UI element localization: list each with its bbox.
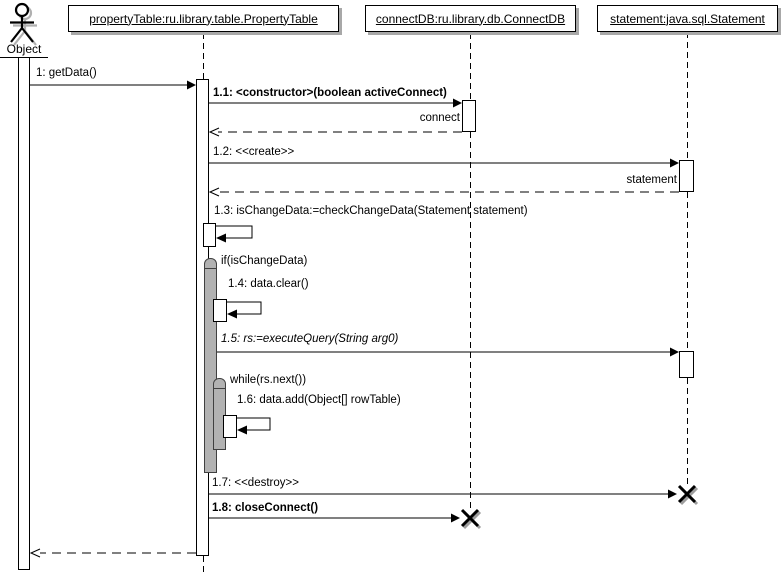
lifeline-head-propertytable: propertyTable:ru.library.table.PropertyT… <box>68 5 339 32</box>
return-arrow-statement <box>208 187 679 197</box>
message-label-constructor: 1.1: <constructor>(boolean activeConnect… <box>213 87 447 99</box>
lifeline-head-propertytable-label: propertyTable:ru.library.table.PropertyT… <box>89 11 318 26</box>
lifeline-head-statement-label: statement:java.sql.Statement <box>610 11 765 26</box>
message-arrow-getdata <box>30 80 196 90</box>
activation-actor <box>18 57 30 570</box>
lifeline-head-statement: statement:java.sql.Statement <box>597 5 778 32</box>
message-label-destroy: 1.7: <<destroy>> <box>212 477 299 489</box>
message-label-executequery: 1.5: rs:=executeQuery(String arg0) <box>221 333 399 345</box>
message-arrow-closeconnect <box>209 513 460 523</box>
return-arrow-connect <box>208 127 462 137</box>
message-arrow-checkchangedata <box>216 225 253 243</box>
activation-self-dataclear <box>213 299 227 322</box>
activation-statement-query <box>679 351 694 378</box>
activation-statement-create <box>679 160 694 192</box>
return-label-statement: statement <box>626 174 678 186</box>
message-arrow-create <box>209 158 679 168</box>
activation-connectdb-constructor <box>462 100 476 132</box>
message-label-closeconnect: 1.8: closeConnect() <box>212 502 319 514</box>
actor-icon <box>10 2 37 46</box>
message-arrow-constructor <box>209 98 462 108</box>
message-label-getdata: 1: getData() <box>36 67 97 79</box>
lifeline-head-connectdb-label: connectDB:ru.library.db.ConnectDB <box>375 11 566 26</box>
return-arrow-final <box>29 548 196 558</box>
destroy-x-icon-statement <box>677 484 699 506</box>
message-label-dataadd: 1.6: data.add(Object[] rowTable) <box>237 394 401 406</box>
message-arrow-dataadd <box>237 417 271 435</box>
activation-self-dataadd <box>223 415 237 438</box>
message-arrow-dataclear <box>227 301 262 319</box>
message-label-dataclear: 1.4: data.clear() <box>228 278 309 290</box>
activation-self-checkchangedata <box>203 223 216 247</box>
message-label-create: 1.2: <<create>> <box>213 146 295 158</box>
fragment-while-bar <box>213 378 226 450</box>
lifeline-head-connectdb: connectDB:ru.library.db.ConnectDB <box>365 5 576 32</box>
message-arrow-destroy <box>209 489 677 499</box>
message-arrow-executequery <box>217 347 679 357</box>
fragment-label-while: while(rs.next()) <box>230 374 307 386</box>
fragment-label-if: if(isChangeData) <box>221 255 308 267</box>
destroy-x-icon-connectdb <box>460 508 482 530</box>
message-label-checkchangedata: 1.3: isChangeData:=checkChangeData(State… <box>214 205 528 217</box>
return-label-connect: connect <box>419 112 460 124</box>
